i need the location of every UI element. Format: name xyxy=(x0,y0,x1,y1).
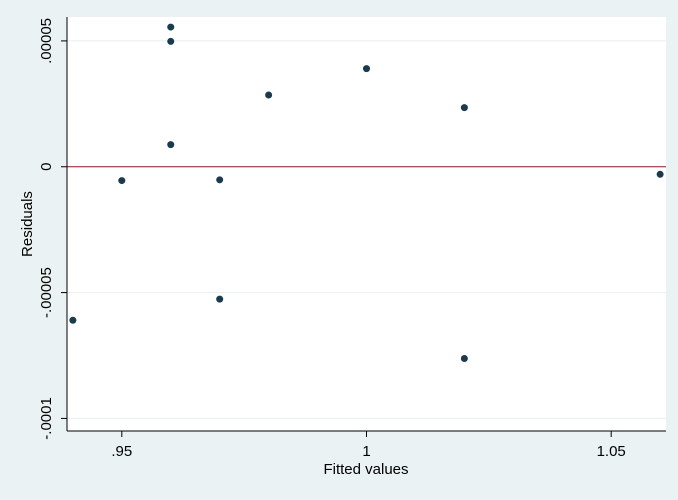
data-point xyxy=(69,316,77,324)
plot-area xyxy=(67,17,666,431)
y-tick-label: -.00005 xyxy=(38,267,55,318)
x-axis-label: Fitted values xyxy=(323,461,408,478)
x-tick-label: .95 xyxy=(111,443,132,460)
y-tick-label: 0 xyxy=(38,163,55,171)
data-point xyxy=(167,23,175,31)
data-points xyxy=(69,23,664,363)
data-point xyxy=(460,104,468,112)
y-tick-label: .00005 xyxy=(38,18,55,64)
data-point xyxy=(167,141,175,149)
x-axis-ticks: .95 1 1.05 xyxy=(111,431,626,460)
data-point xyxy=(656,170,664,178)
x-tick-label: 1 xyxy=(362,443,370,460)
data-point xyxy=(167,37,175,45)
data-point xyxy=(460,355,468,363)
y-tick-label: -.0001 xyxy=(38,397,55,440)
data-point xyxy=(265,91,273,99)
x-tick-label: 1.05 xyxy=(597,443,626,460)
data-point xyxy=(216,176,224,184)
y-axis-label: Residuals xyxy=(19,191,36,257)
data-point xyxy=(118,177,126,185)
data-point xyxy=(216,295,224,303)
data-point xyxy=(363,65,370,73)
y-axis-ticks: -.0001 -.00005 0 .00005 xyxy=(38,18,67,440)
